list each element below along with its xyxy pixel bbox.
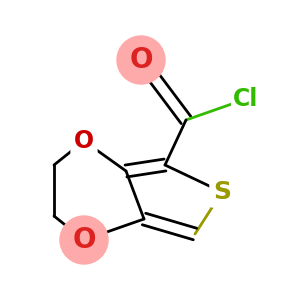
Text: S: S [213, 180, 231, 204]
Text: Cl: Cl [233, 87, 259, 111]
Text: O: O [74, 129, 94, 153]
Text: O: O [129, 46, 153, 74]
Text: O: O [72, 226, 96, 254]
Circle shape [60, 216, 108, 264]
Circle shape [117, 36, 165, 84]
